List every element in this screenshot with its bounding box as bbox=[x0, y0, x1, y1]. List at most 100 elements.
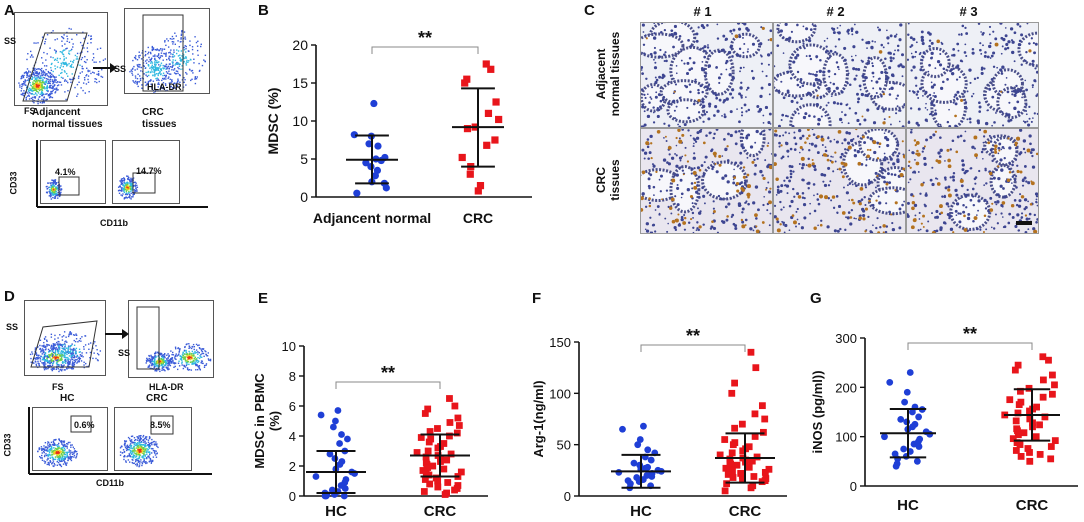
cytometry-event bbox=[131, 452, 133, 455]
cytometry-event bbox=[42, 448, 45, 450]
cytometry-event bbox=[87, 70, 89, 73]
data-point-group2 bbox=[758, 402, 766, 410]
nucleus-dot bbox=[852, 67, 856, 71]
cytometry-event bbox=[128, 454, 131, 456]
cytometry-event bbox=[50, 182, 52, 184]
cytometry-event bbox=[197, 356, 199, 359]
cytometry-event bbox=[150, 367, 152, 370]
cytometry-event bbox=[146, 444, 148, 446]
cytometry-event bbox=[42, 79, 44, 81]
cytometry-event bbox=[174, 348, 177, 350]
cytometry-event bbox=[62, 53, 64, 55]
cytometry-event bbox=[156, 67, 158, 70]
cytometry-event bbox=[41, 449, 43, 452]
cytometry-event bbox=[122, 183, 124, 186]
nucleus-dot bbox=[844, 113, 847, 117]
cytometry-event bbox=[124, 444, 126, 447]
nucleus-dot bbox=[893, 82, 896, 85]
nucleus-dot bbox=[924, 118, 928, 122]
cytometry-event bbox=[81, 65, 83, 68]
cytometry-event bbox=[138, 56, 140, 59]
cytometry-event bbox=[62, 446, 64, 449]
cytometry-event bbox=[69, 333, 72, 335]
cytometry-event bbox=[87, 78, 89, 81]
cytometry-event bbox=[63, 80, 66, 82]
nucleus-dot bbox=[899, 23, 903, 27]
nucleus-dot bbox=[700, 164, 704, 167]
y-axis-label-line: MDSC (%) bbox=[265, 88, 281, 155]
cytometry-event bbox=[67, 451, 69, 453]
cytometry-event bbox=[96, 349, 98, 351]
cytometry-event bbox=[21, 75, 23, 77]
nucleus-dot bbox=[759, 42, 763, 46]
cytometry-event bbox=[46, 85, 48, 87]
cytometry-event bbox=[123, 456, 125, 458]
nucleus-dot bbox=[932, 94, 935, 97]
cytometry-event bbox=[148, 456, 150, 459]
cytometry-event bbox=[149, 58, 151, 61]
nucleus-dot bbox=[711, 165, 715, 169]
nucleus-dot bbox=[789, 77, 793, 80]
cytometry-event bbox=[154, 66, 157, 68]
data-point-group2 bbox=[434, 483, 442, 491]
cytometry-event bbox=[73, 356, 76, 359]
nucleus-dot bbox=[866, 61, 870, 65]
data-point-group2 bbox=[476, 182, 485, 190]
crypt-shape bbox=[919, 47, 951, 79]
cytometry-event bbox=[156, 79, 158, 82]
nucleus-dot bbox=[697, 175, 701, 179]
cytometry-event bbox=[191, 69, 194, 72]
data-point-group2 bbox=[1017, 453, 1025, 460]
cytometry-event bbox=[152, 363, 154, 366]
fs-axis-label: FS bbox=[24, 106, 36, 116]
nucleus-dot bbox=[724, 38, 727, 41]
cytometry-event bbox=[57, 457, 60, 460]
cytometry-event bbox=[163, 354, 165, 356]
cytometry-event bbox=[154, 58, 156, 61]
cytometry-event bbox=[162, 362, 164, 365]
nucleus-dot bbox=[854, 54, 857, 57]
cytometry-event bbox=[51, 188, 53, 190]
nucleus-dot bbox=[843, 58, 847, 62]
nucleus-dot bbox=[835, 86, 839, 90]
cytometry-event bbox=[94, 80, 96, 83]
cytometry-event bbox=[162, 368, 165, 371]
nucleus-dot bbox=[653, 194, 655, 196]
nucleus-dot bbox=[701, 47, 704, 50]
cytometry-event bbox=[205, 353, 207, 356]
nucleus-dot bbox=[933, 95, 937, 99]
cytometry-event bbox=[157, 69, 160, 72]
panel-label-f: F bbox=[532, 290, 542, 307]
cytometry-event bbox=[144, 455, 147, 457]
cytometry-event bbox=[171, 357, 173, 359]
nucleus-dot bbox=[685, 71, 690, 76]
nucleus-dot bbox=[652, 121, 656, 124]
cytometry-event bbox=[148, 437, 151, 440]
stain-dot bbox=[762, 176, 766, 181]
cytometry-event bbox=[165, 84, 167, 87]
data-point-group1 bbox=[362, 159, 370, 167]
nucleus-dot bbox=[901, 53, 905, 57]
cytometry-event bbox=[131, 74, 134, 76]
nucleus-dot bbox=[934, 67, 937, 70]
nucleus-dot bbox=[687, 221, 691, 224]
cytometry-event bbox=[59, 451, 62, 453]
cytometry-event bbox=[183, 365, 186, 368]
cytometry-event bbox=[46, 188, 48, 190]
cytometry-event bbox=[171, 61, 173, 63]
cytometry-event bbox=[24, 80, 26, 82]
cytometry-event bbox=[41, 98, 43, 100]
cytometry-event bbox=[83, 361, 85, 363]
nucleus-dot bbox=[969, 121, 972, 124]
cytometry-event bbox=[25, 71, 27, 73]
nucleus-dot bbox=[742, 51, 745, 54]
cytometry-event bbox=[58, 347, 61, 349]
cytometry-event bbox=[196, 364, 198, 366]
cytometry-event bbox=[155, 49, 158, 51]
nucleus-dot bbox=[665, 59, 668, 63]
cytometry-event bbox=[34, 74, 36, 77]
cytometry-event bbox=[39, 86, 41, 89]
nucleus-dot bbox=[724, 205, 728, 209]
cytometry-event bbox=[34, 360, 37, 362]
nucleus-dot bbox=[723, 113, 726, 116]
